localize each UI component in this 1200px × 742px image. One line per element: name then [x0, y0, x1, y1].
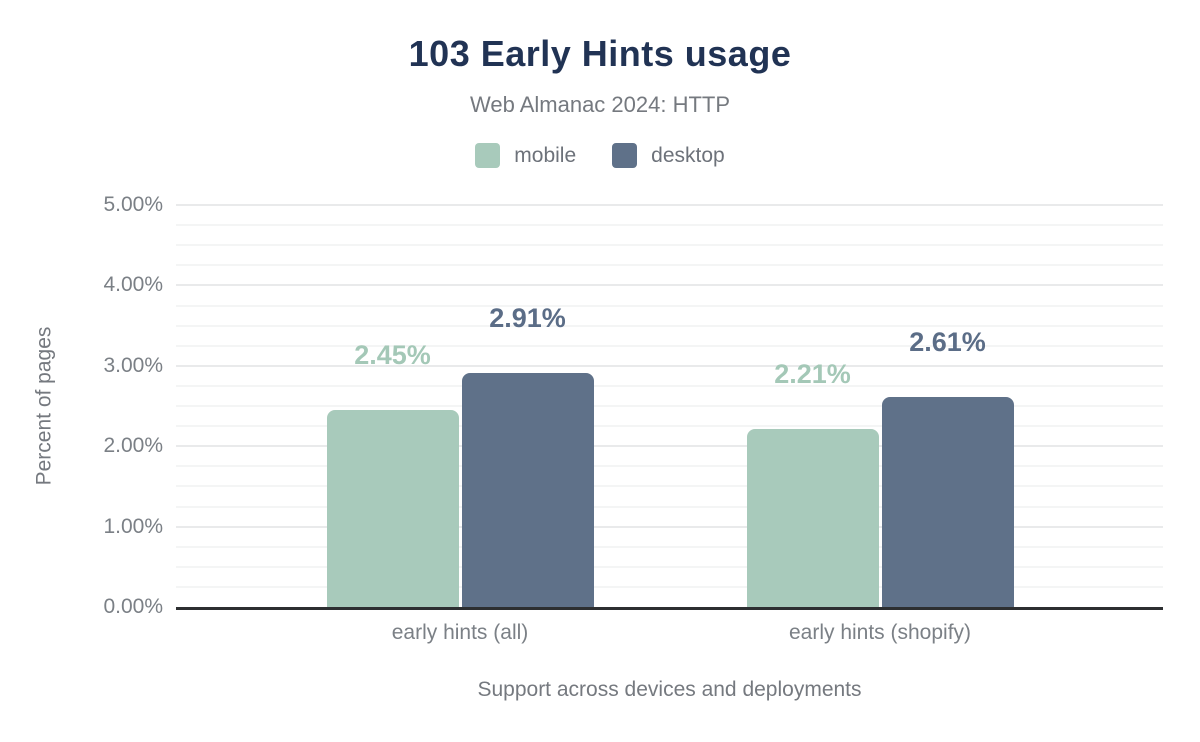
y-axis-title: Percent of pages [32, 326, 55, 486]
legend-label-desktop: desktop [651, 143, 725, 167]
y-axis-tick-label: 2.00% [103, 434, 163, 458]
bar-value-label-desktop-1: 2.61% [909, 327, 986, 358]
gridline-major [176, 284, 1163, 287]
bar-desktop-0[interactable] [461, 373, 594, 607]
legend-swatch-desktop [612, 143, 638, 168]
plot-area: 2.45% 2.91% 2.21% 2.61% [176, 204, 1163, 610]
legend-item-desktop[interactable]: desktop [612, 143, 725, 168]
gridline-minor [176, 304, 1163, 307]
gridline-minor [176, 545, 1163, 548]
y-axis-tick-label: 3.00% [103, 353, 163, 377]
bar-mobile-0[interactable] [326, 410, 459, 607]
gridline-minor [176, 565, 1163, 568]
gridline-minor [176, 224, 1163, 227]
y-axis-tick-label: 5.00% [103, 193, 163, 216]
legend-item-mobile[interactable]: mobile [475, 143, 576, 168]
bar-mobile-1[interactable] [746, 429, 879, 607]
y-axis-title-box: Percent of pages [22, 205, 66, 607]
gridline-major [176, 364, 1163, 367]
bar-value-label-desktop-0: 2.91% [489, 303, 566, 334]
bar-value-label-mobile-1: 2.21% [774, 359, 851, 390]
bar-desktop-1[interactable] [881, 397, 1014, 607]
x-axis-category-label: early hints (shopify) [788, 621, 972, 644]
gridline-minor [176, 485, 1163, 488]
gridline-minor [176, 344, 1163, 347]
gridline-minor [176, 465, 1163, 468]
gridline-major [176, 525, 1163, 528]
bar-value-label-mobile-0: 2.45% [354, 340, 431, 371]
y-axis-tick-label: 4.00% [103, 273, 163, 297]
chart-title: 103 Early Hints usage [408, 33, 792, 74]
gridline-major [176, 204, 1163, 206]
gridline-minor [176, 384, 1163, 387]
gridline-minor [176, 425, 1163, 428]
gridline-minor [176, 244, 1163, 247]
legend: mobile desktop [0, 143, 1200, 168]
legend-label-mobile: mobile [514, 143, 577, 167]
gridline-minor [176, 264, 1163, 267]
x-axis-category-label: early hints (all) [391, 621, 529, 644]
y-axis-tick-label: 0.00% [103, 595, 163, 618]
x-axis-title: Support across devices and deployments [477, 678, 862, 701]
chart-subtitle: Web Almanac 2024: HTTP [469, 92, 731, 117]
gridline-minor [176, 505, 1163, 508]
gridline-major [176, 445, 1163, 448]
y-axis-tick-label: 1.00% [103, 514, 163, 538]
gridline-minor [176, 585, 1163, 588]
gridline-minor [176, 324, 1163, 327]
gridline-minor [176, 405, 1163, 407]
legend-swatch-mobile [475, 143, 501, 168]
